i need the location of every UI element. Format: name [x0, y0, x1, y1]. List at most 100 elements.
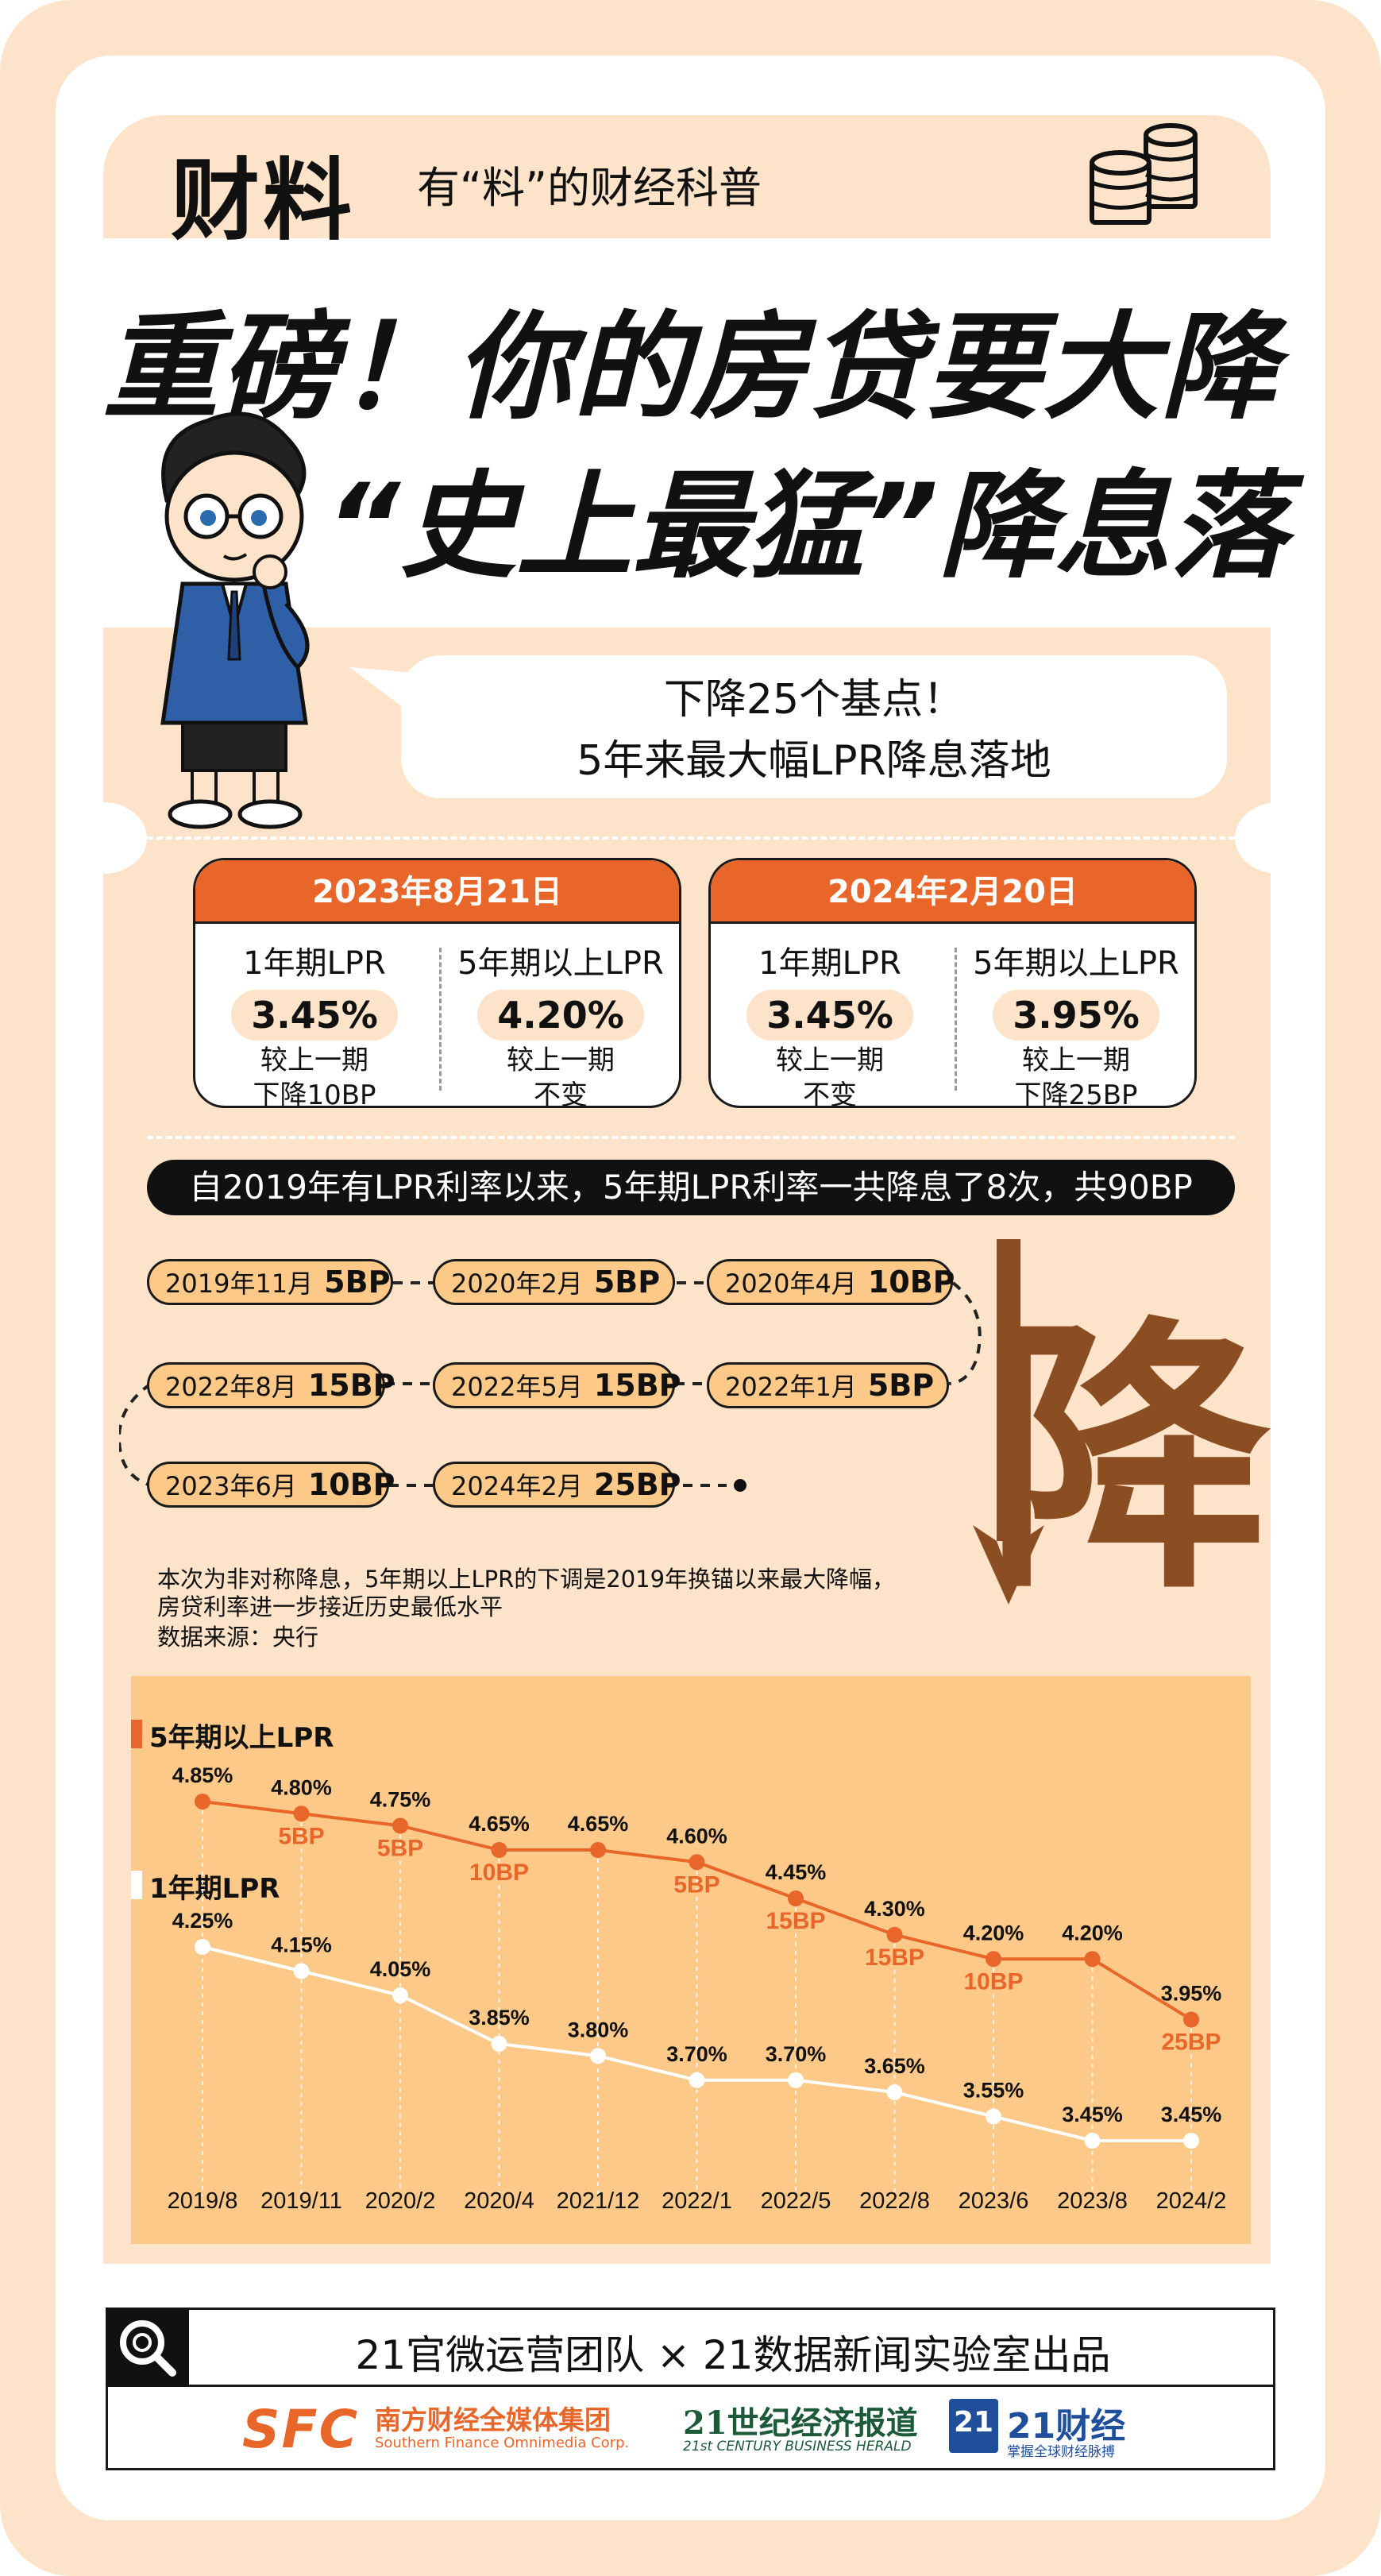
timeline-connectors: [119, 1281, 982, 1492]
data-point: [689, 1854, 705, 1871]
data-point: [886, 1926, 903, 1943]
data-point: [788, 1890, 804, 1906]
x-tick-label: 2022/5: [761, 2188, 831, 2214]
data-label: 4.25%: [172, 1909, 233, 1933]
x-tick-label: 2023/6: [959, 2188, 1029, 2214]
card-column-5y: 5年期以上LPR 4.20% 较上一期 不变: [442, 928, 679, 1108]
x-tick-label: 2022/8: [859, 2188, 930, 2214]
speech-line2: 5年来最大幅LPR降息落地: [577, 737, 1051, 785]
data-label: 4.85%: [172, 1763, 233, 1787]
data-label: 4.45%: [766, 1860, 827, 1884]
data-source: 数据来源：央行: [157, 1624, 319, 1651]
card-column-1y: 1年期LPR 3.45% 较上一期 下降10BP: [195, 928, 434, 1106]
sfc-logo-en: Southern Finance Omnimedia Corp.: [375, 2435, 630, 2451]
data-label: 4.75%: [370, 1788, 431, 1812]
big-decline-character: 降: [985, 1294, 1271, 1627]
data-point: [195, 1939, 210, 1955]
column-title: 5年期以上LPR: [973, 945, 1179, 982]
timeline-item: 2019年11月 5BP: [147, 1259, 393, 1305]
data-point: [491, 1842, 507, 1858]
brand-slogan: 有“料”的财经科普: [417, 163, 762, 213]
data-label: 3.70%: [766, 2042, 827, 2066]
data-label: 3.55%: [963, 2079, 1024, 2103]
data-point: [590, 1842, 606, 1858]
footer-title-row: [106, 2308, 1275, 2387]
cut-label: 15BP: [766, 1908, 825, 1934]
timeline-bp: 10BP: [867, 1265, 955, 1300]
data-label: 4.20%: [1062, 1921, 1123, 1945]
cut-label: 15BP: [865, 1945, 924, 1971]
data-point: [689, 2072, 705, 2088]
data-label: 4.65%: [469, 1812, 530, 1836]
data-label: 4.15%: [271, 1933, 332, 1957]
column-title: 5年期以上LPR: [457, 945, 664, 982]
data-point: [195, 1794, 210, 1809]
footnote-line1: 本次为非对称降息，5年期以上LPR的下调是2019年换锚以来最大降幅，: [157, 1566, 896, 1593]
timeline-date: 2020年2月: [451, 1269, 583, 1299]
timeline-bp: 15BP: [593, 1368, 681, 1403]
timeline-item: 2024年2月 25BP: [433, 1462, 681, 1508]
timeline-item: 2020年2月 5BP: [433, 1259, 675, 1305]
footnote-line2: 房贷利率进一步接近历史最低水平: [157, 1593, 503, 1620]
data-point: [293, 1963, 310, 1979]
timeline-date: 2022年5月: [451, 1372, 583, 1402]
21caijing-logo-mark: 21: [949, 2399, 998, 2453]
cut-label: 5BP: [377, 1836, 423, 1862]
data-label: 4.30%: [864, 1897, 925, 1921]
timeline-date: 2022年8月: [165, 1372, 297, 1402]
data-point: [1183, 2011, 1199, 2028]
divider-dashed: [147, 1136, 1235, 1139]
timeline-item: 2022年1月 5BP: [707, 1362, 949, 1408]
change-value: 下降25BP: [1014, 1079, 1138, 1108]
change-value: 不变: [803, 1079, 857, 1108]
summary-bar: 自2019年有LPR利率以来，5年期LPR利率一共降息了8次，共90BP: [147, 1160, 1235, 1215]
card-date: 2023年8月21日: [195, 860, 679, 924]
search-icon: [120, 2320, 176, 2377]
timeline-bp: 5BP: [324, 1265, 391, 1300]
data-label: 4.65%: [568, 1812, 629, 1836]
x-tick-label: 2023/8: [1057, 2188, 1128, 2214]
card-date: 2024年2月20日: [711, 860, 1194, 924]
cut-label: 25BP: [1161, 2030, 1221, 2056]
card-column-1y: 1年期LPR 3.45% 较上一期 不变: [711, 928, 949, 1108]
data-label: 3.80%: [568, 2018, 629, 2041]
data-point: [986, 1951, 1001, 1968]
data-point: [491, 2036, 507, 2052]
change-label: 较上一期: [507, 1045, 615, 1076]
rate-card-2024: 2024年2月20日 1年期LPR 3.45% 较上一期 不变 5年期以上LPR…: [708, 858, 1197, 1108]
data-point: [590, 2048, 606, 2064]
data-label: 3.95%: [1161, 1982, 1222, 2006]
cut-label: 10BP: [469, 1860, 529, 1886]
legend-swatch-1y: [131, 1871, 142, 1899]
data-point: [986, 2108, 1001, 2125]
change-value: 不变: [534, 1079, 588, 1108]
timeline-bp: 5BP: [867, 1368, 935, 1403]
rate-value: 3.95%: [993, 990, 1159, 1041]
timeline-bp: 10BP: [307, 1467, 395, 1502]
data-point: [1183, 2133, 1199, 2149]
speech-bubble: [401, 655, 1227, 798]
cartoon-character-illustration: [160, 411, 310, 829]
ticket-notch-right: [1235, 802, 1322, 874]
x-tick-label: 2020/2: [365, 2188, 436, 2214]
brand-logo: 财料: [171, 149, 355, 253]
data-point: [1084, 1951, 1101, 1968]
21cbh-logo-en: 21st CENTURY BUSINESS HERALD: [683, 2439, 912, 2454]
data-point: [392, 1987, 408, 2003]
footer-credit: 21官微运营团队 × 21数据新闻实验室出品: [355, 2332, 1111, 2378]
timeline-item: 2022年5月 15BP: [433, 1362, 681, 1408]
timeline-item: 2022年8月 15BP: [147, 1362, 395, 1408]
timeline-bp: 25BP: [593, 1467, 681, 1502]
card-column-5y: 5年期以上LPR 3.95% 较上一期 下降25BP: [957, 928, 1194, 1108]
x-tick-label: 2021/12: [557, 2188, 640, 2214]
timeline-date: 2023年6月: [165, 1471, 297, 1501]
lpr-line-chart: 4.85% 4.80% 5BP 4.75% 5BP 4.65% 10BP 4.65% 4.60%…: [168, 1763, 1227, 2214]
legend-label-5y: 5年期以上LPR: [149, 1722, 334, 1754]
rate-value: 3.45%: [746, 990, 913, 1041]
timeline-item: 2020年4月 10BP: [707, 1259, 955, 1305]
timeline-date: 2024年2月: [451, 1471, 583, 1501]
timeline-bp: 5BP: [593, 1265, 661, 1300]
timeline-date: 2020年4月: [725, 1269, 857, 1299]
footer-box: [106, 2308, 1275, 2470]
rate-value: 4.20%: [477, 990, 644, 1041]
